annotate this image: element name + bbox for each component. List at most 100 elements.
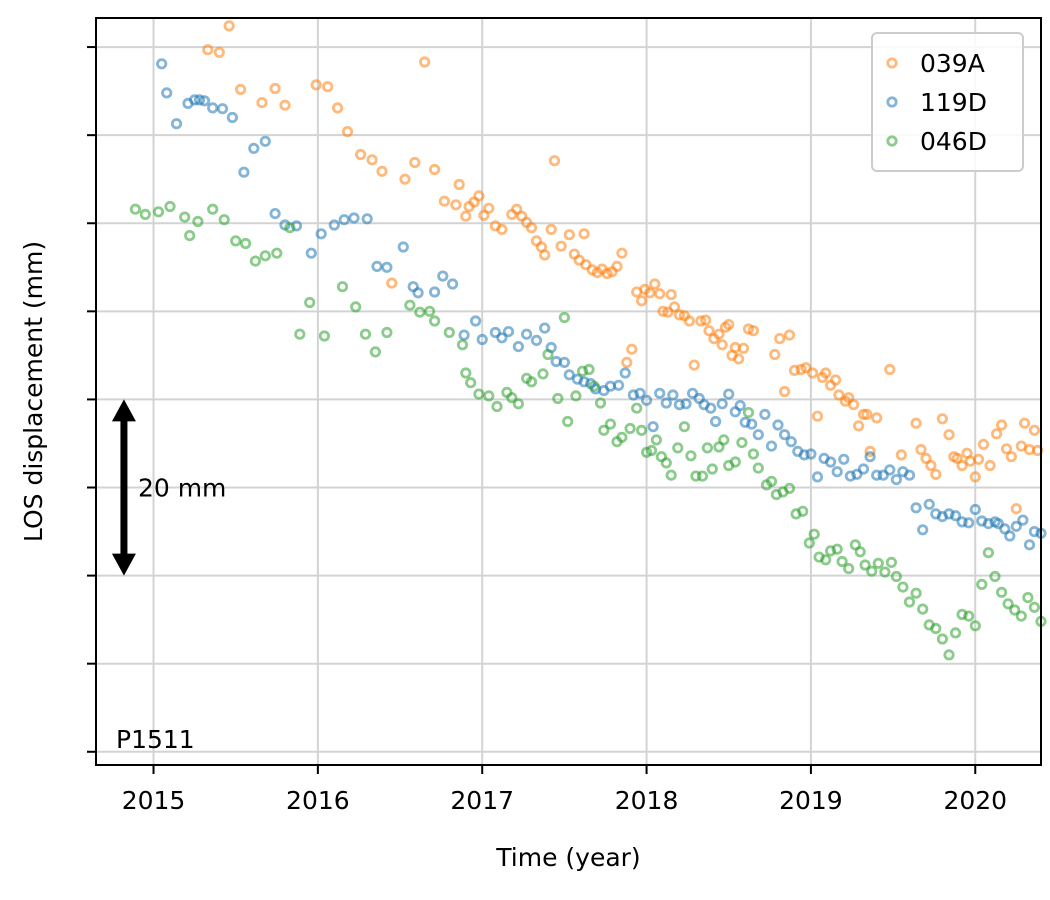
legend: 039A 119D 046D (871, 32, 1024, 172)
plot-frame (95, 17, 1042, 766)
point-119D (1004, 530, 1016, 542)
point-119D (496, 332, 508, 344)
point-119D (397, 241, 409, 253)
point-046D (414, 306, 426, 318)
point-039A (409, 156, 421, 169)
point-046D (936, 633, 949, 645)
point-119D (558, 356, 571, 368)
point-039A (366, 154, 378, 166)
legend-box (871, 32, 1024, 172)
point-046D (736, 436, 748, 449)
point-046D (129, 203, 141, 215)
point-119D (315, 228, 327, 240)
point-039A (695, 315, 707, 327)
point-039A (884, 363, 896, 376)
point-119D (193, 94, 206, 106)
legend-marker-119D (886, 96, 898, 108)
point-039A (525, 222, 538, 234)
point-046D (685, 450, 697, 462)
point-039A (688, 359, 700, 371)
point-046D (604, 418, 617, 430)
point-119D (476, 333, 488, 346)
point-046D (690, 470, 702, 482)
point-046D (1002, 598, 1014, 610)
point-119D (647, 421, 659, 433)
point-039A (977, 438, 990, 450)
point-039A (450, 199, 462, 211)
point-039A (943, 429, 955, 441)
point-046D (797, 505, 809, 517)
point-046D (897, 581, 909, 593)
point-039A (399, 173, 411, 185)
point-119D (248, 142, 260, 154)
point-046D (179, 211, 191, 223)
point-046D (831, 543, 843, 555)
x-tick-label: 2019 (779, 786, 843, 815)
point-039A (279, 99, 291, 111)
point-119D (640, 394, 653, 406)
point-046D (1022, 591, 1034, 604)
point-119D (798, 449, 810, 461)
point-039A (478, 209, 490, 221)
point-046D (164, 200, 176, 213)
point-046D (872, 557, 884, 569)
point-119D (772, 419, 784, 431)
point-119D (198, 95, 211, 107)
point-046D (576, 365, 589, 377)
point-119D (667, 389, 679, 401)
data-points (129, 20, 1047, 661)
legend-label-046D: 046D (920, 127, 987, 156)
point-119D (831, 466, 843, 478)
point-039A (956, 459, 968, 472)
point-039A (578, 228, 590, 240)
point-119D (910, 502, 922, 514)
point-046D (240, 237, 252, 250)
point-119D (851, 468, 863, 480)
point-039A (951, 452, 963, 464)
point-039A (783, 329, 796, 341)
point-039A (649, 278, 661, 290)
point-039A (460, 210, 472, 222)
point-119D (746, 418, 758, 430)
point-119D (969, 503, 981, 516)
point-119D (189, 94, 201, 106)
point-046D (930, 622, 942, 635)
point-039A (972, 453, 985, 465)
point-046D (672, 442, 684, 454)
scale-bar-arrow-top (111, 399, 136, 422)
point-119D (949, 510, 962, 522)
point-039A (654, 288, 666, 300)
point-046D (562, 415, 574, 428)
point-046D (1028, 601, 1041, 613)
point-119D (844, 470, 857, 482)
point-119D (778, 429, 791, 441)
point-119D (716, 398, 728, 410)
x-axis-label: Time (year) (495, 843, 640, 872)
point-046D (747, 448, 760, 460)
point-046D (982, 547, 995, 559)
point-119D (805, 448, 817, 460)
point-119D (857, 463, 870, 475)
point-046D (718, 434, 730, 446)
point-046D (910, 587, 922, 599)
point-119D (752, 429, 764, 441)
point-119D (673, 399, 686, 411)
point-119D (686, 387, 699, 399)
point-119D (437, 270, 449, 282)
point-119D (489, 326, 501, 339)
point-046D (752, 462, 764, 474)
point-046D (473, 388, 485, 400)
point-046D (460, 367, 472, 379)
point-119D (381, 261, 393, 273)
point-039A (419, 56, 431, 68)
point-046D (1015, 610, 1027, 622)
point-039A (539, 249, 551, 261)
point-119D (999, 523, 1011, 535)
point-046D (820, 554, 832, 566)
point-119D (328, 219, 340, 231)
point-046D (616, 431, 628, 443)
point-046D (859, 559, 871, 571)
point-039A (747, 325, 760, 337)
y-axis-label: LOS displacement (mm) (19, 241, 48, 542)
point-046D (631, 402, 643, 414)
